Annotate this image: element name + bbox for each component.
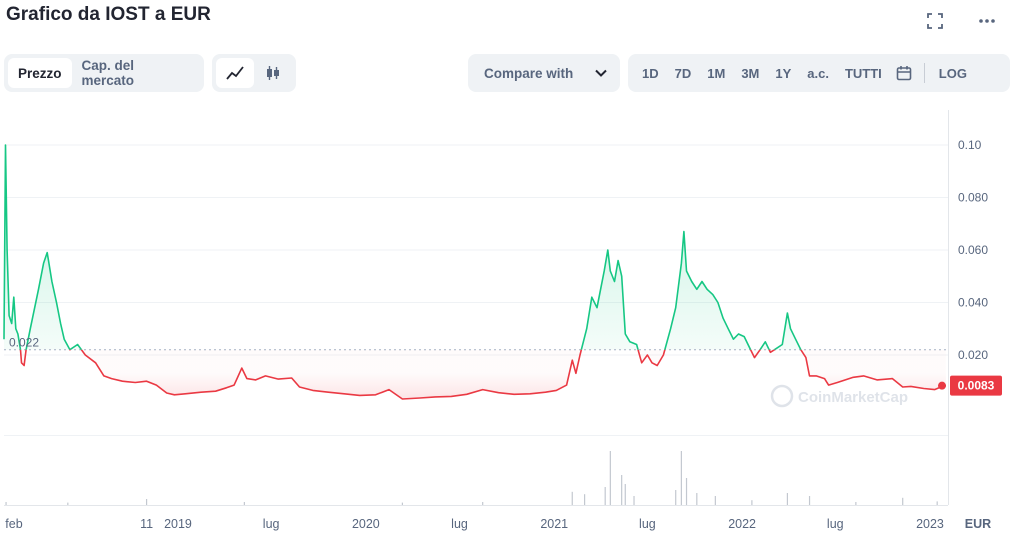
volume-bar [609,451,611,505]
range-ytd[interactable]: a.c. [807,65,829,81]
calendar-button[interactable] [890,65,918,81]
fullscreen-icon[interactable] [922,8,948,34]
volume-bar [624,484,626,505]
volume-bar [675,490,677,505]
x-tick-label: 11 [140,517,153,531]
volume-bar [482,502,484,505]
range-1y[interactable]: 1Y [775,65,792,81]
x-tick-label: 2019 [164,517,192,531]
watermark-logo: CoinMarketCap [770,384,908,408]
price-area-above [4,145,801,350]
price-line-down [19,349,947,400]
volume-bar [584,494,586,505]
current-price-badge: 0.0083 [938,375,1002,396]
volume-bar [680,451,682,505]
current-price-tag [950,375,1002,396]
x-tick-label: feb [5,517,22,531]
range-1d[interactable]: 1D [642,65,659,81]
x-axis: feb 11 2019 lug 2020 lug 2021 lug 2022 lug 2023 [5,517,944,531]
range-1m[interactable]: 1M [707,65,726,81]
y-tick-label: 0.040 [958,295,988,309]
range-3m[interactable]: 3M [741,65,760,81]
volume-bars [5,451,938,505]
current-price-value: 0.0083 [958,379,995,393]
volume-bar [685,478,688,505]
x-tick-label: lug [827,517,844,531]
svg-text:CoinMarketCap: CoinMarketCap [798,389,908,406]
x-tick-label: 2023 [916,517,944,531]
tab-market-cap[interactable]: Cap. del mercato [81,58,135,88]
chart-type-group [212,54,296,92]
volume-bar [855,502,857,505]
volume-bar [621,475,623,505]
page-title: Grafico da IOST a EUR [6,4,211,25]
tab-price[interactable]: Prezzo [8,58,72,88]
metric-tab-group: Prezzo Cap. del mercato [4,54,204,92]
price-area-below [4,349,946,399]
candlestick-icon [267,66,279,80]
toolbar-divider [923,63,925,83]
volume-bar [5,502,7,505]
line-chart-icon [226,66,244,80]
x-tick-label: lug [263,517,280,531]
volume-bar [786,493,789,505]
y-axis: 0.020 0.040 0.060 0.080 0.10 [958,138,988,362]
volume-bar [714,496,716,505]
y-tick-label: 0.10 [958,138,982,152]
volume-bar [604,487,606,505]
calendar-icon [896,66,912,81]
volume-bar [902,497,904,505]
x-tick-label: 2022 [728,517,756,531]
x-tick-label: 2020 [352,517,380,531]
current-price-dot [938,381,946,390]
range-all[interactable]: TUTTI [844,65,882,81]
price-chart[interactable]: CoinMarketCap 0.022 0.020 0.040 0.060 0.080… [0,110,1024,540]
volume-bar [401,502,403,505]
x-tick-label: 2021 [540,517,568,531]
volume-bar [243,502,245,505]
price-area [4,145,946,399]
chevron-down-icon [595,69,607,77]
y-tick-label: 0.080 [958,190,988,204]
compare-with-label: Compare with [484,65,574,81]
compare-with-dropdown[interactable]: Compare with [468,54,620,92]
x-tick-label: lug [639,517,656,531]
log-scale-toggle[interactable]: LOG [938,65,967,81]
volume-bar [936,501,938,505]
volume-bar [67,502,69,505]
price-line-up [3,144,802,350]
y-tick-label: 0.060 [958,243,988,257]
volume-bar [696,493,698,505]
volume-bar [808,496,811,505]
reference-price-label: 0.022 [9,336,39,350]
volume-bar [145,499,148,505]
currency-label: EUR [965,517,991,531]
y-tick-label: 0.020 [958,348,988,362]
range-7d[interactable]: 7D [674,65,692,81]
candlestick-chart-button[interactable] [254,58,292,88]
volume-bar [633,496,635,505]
volume-bar [751,500,753,505]
x-tick-label: lug [451,517,468,531]
gridlines [4,110,949,506]
line-chart-button[interactable] [216,58,254,88]
volume-bar [571,491,573,505]
more-options-icon[interactable] [974,8,1000,34]
time-range-group: 1D 7D 1M 3M 1Y a.c. TUTTI LOG [628,54,1010,92]
